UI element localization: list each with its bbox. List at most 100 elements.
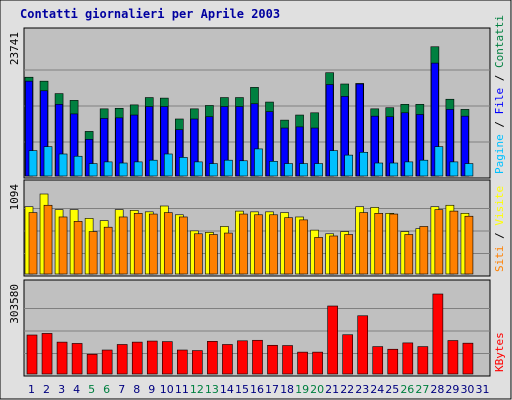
x-tick-label: 9 [148, 383, 155, 396]
bar-kbytes-2 [41, 333, 53, 375]
legend-entry-file: File [493, 88, 506, 115]
bar-siti-29 [449, 210, 459, 275]
bar-kbytes-27 [417, 346, 429, 375]
bar-pagine-3 [58, 153, 68, 177]
bar-kbytes-14 [222, 344, 233, 375]
bar-kbytes-24 [372, 346, 384, 375]
bar-pagine-5 [88, 163, 98, 177]
bar-kbytes-26 [402, 342, 414, 375]
bar-siti-26 [404, 234, 414, 275]
bar-pagine-20 [314, 163, 323, 177]
bar-siti-18 [284, 217, 293, 275]
bar-siti-19 [299, 219, 308, 275]
x-tick-label: 7 [118, 383, 125, 396]
bar-pagine-21 [329, 150, 338, 177]
bar-pagine-10 [163, 153, 173, 177]
x-tick-label: 12 [190, 383, 204, 396]
bar-siti-17 [269, 214, 278, 275]
bar-siti-13 [209, 234, 218, 275]
bar-siti-24 [374, 213, 384, 275]
bar-pagine-30 [464, 163, 474, 177]
chart-title: Contatti giornalieri per Aprile 2003 [20, 7, 280, 21]
legend-entry-contatti: Contatti [493, 15, 506, 68]
bar-pagine-26 [404, 161, 414, 177]
bar-kbytes-13 [207, 341, 218, 375]
bar-siti-30 [464, 215, 474, 275]
x-tick-label: 19 [295, 383, 309, 396]
bar-kbytes-20 [312, 351, 323, 375]
x-tick-label: 8 [133, 383, 140, 396]
bar-siti-7 [118, 216, 128, 275]
bar-siti-9 [148, 213, 158, 275]
bar-kbytes-7 [116, 344, 128, 375]
bar-siti-6 [103, 226, 113, 275]
bar-siti-22 [344, 234, 353, 275]
bar-pagine-1 [28, 150, 38, 177]
chart-panel-1: 23741 Pagine / File / Contatti [8, 15, 506, 179]
bar-kbytes-21 [327, 305, 338, 375]
x-tick-label: 21 [325, 383, 339, 396]
legend: KBytes [493, 332, 506, 372]
chart-panels: 23741 Pagine / File / Contatti 1094 Siti / … [8, 15, 506, 377]
legend-separator: / [493, 226, 506, 246]
bar-kbytes-25 [387, 348, 399, 375]
bar-kbytes-12 [192, 350, 203, 375]
x-tick-label: 15 [235, 383, 249, 396]
bar-siti-28 [434, 209, 444, 275]
bar-pagine-16 [254, 148, 263, 177]
x-tick-label: 4 [73, 383, 80, 396]
bar-kbytes-1 [26, 334, 38, 375]
x-tick-label: 20 [310, 383, 324, 396]
bar-siti-16 [254, 214, 263, 275]
x-tick-label: 16 [250, 383, 264, 396]
bar-kbytes-10 [161, 341, 173, 375]
x-tick-label: 6 [103, 383, 110, 396]
bar-siti-1 [28, 212, 38, 275]
x-tick-label: 23 [355, 383, 369, 396]
bar-siti-10 [163, 212, 173, 275]
bar-kbytes-4 [71, 343, 83, 375]
bar-siti-23 [359, 212, 369, 275]
bar-pagine-23 [359, 151, 369, 177]
bar-siti-8 [133, 213, 143, 275]
bar-pagine-6 [103, 161, 113, 177]
x-tick-label: 3 [58, 383, 65, 396]
bar-kbytes-18 [282, 345, 293, 375]
x-tick-label: 10 [160, 383, 174, 396]
bar-kbytes-3 [56, 341, 68, 375]
y-tick-label: 23741 [8, 32, 21, 65]
bar-siti-25 [389, 213, 399, 275]
x-tick-label: 22 [340, 383, 354, 396]
legend-entry-pagine: Pagine [493, 134, 506, 174]
bar-pagine-25 [389, 162, 399, 177]
x-tick-label: 27 [415, 383, 429, 396]
x-tick-label: 17 [265, 383, 279, 396]
bar-kbytes-29 [447, 340, 459, 375]
x-tick-label: 13 [205, 383, 219, 396]
x-tick-label: 30 [460, 383, 474, 396]
y-tick-label: 303580 [8, 284, 21, 324]
bar-pagine-8 [133, 161, 143, 177]
x-tick-label: 14 [220, 383, 234, 396]
y-tick-label: 1094 [8, 184, 21, 211]
bar-siti-15 [239, 213, 248, 275]
bar-kbytes-22 [342, 334, 353, 375]
x-tick-label: 5 [88, 383, 95, 396]
bar-pagine-15 [239, 160, 248, 177]
bar-siti-5 [88, 231, 98, 275]
bar-pagine-19 [299, 163, 308, 177]
bar-kbytes-30 [462, 342, 474, 375]
x-tick-label: 2 [43, 383, 50, 396]
bar-siti-12 [194, 233, 203, 275]
bar-siti-2 [43, 204, 53, 275]
chart-panel-2: 1094 Siti / Visite [8, 179, 506, 277]
bar-siti-4 [73, 221, 83, 275]
bar-kbytes-23 [357, 315, 369, 375]
legend-entry-visite: Visite [493, 186, 506, 226]
bar-pagine-7 [118, 162, 128, 177]
bar-pagine-13 [209, 163, 218, 177]
bar-pagine-18 [284, 163, 293, 177]
bar-siti-14 [224, 232, 233, 275]
bar-siti-20 [314, 237, 323, 275]
bar-pagine-17 [269, 161, 278, 177]
